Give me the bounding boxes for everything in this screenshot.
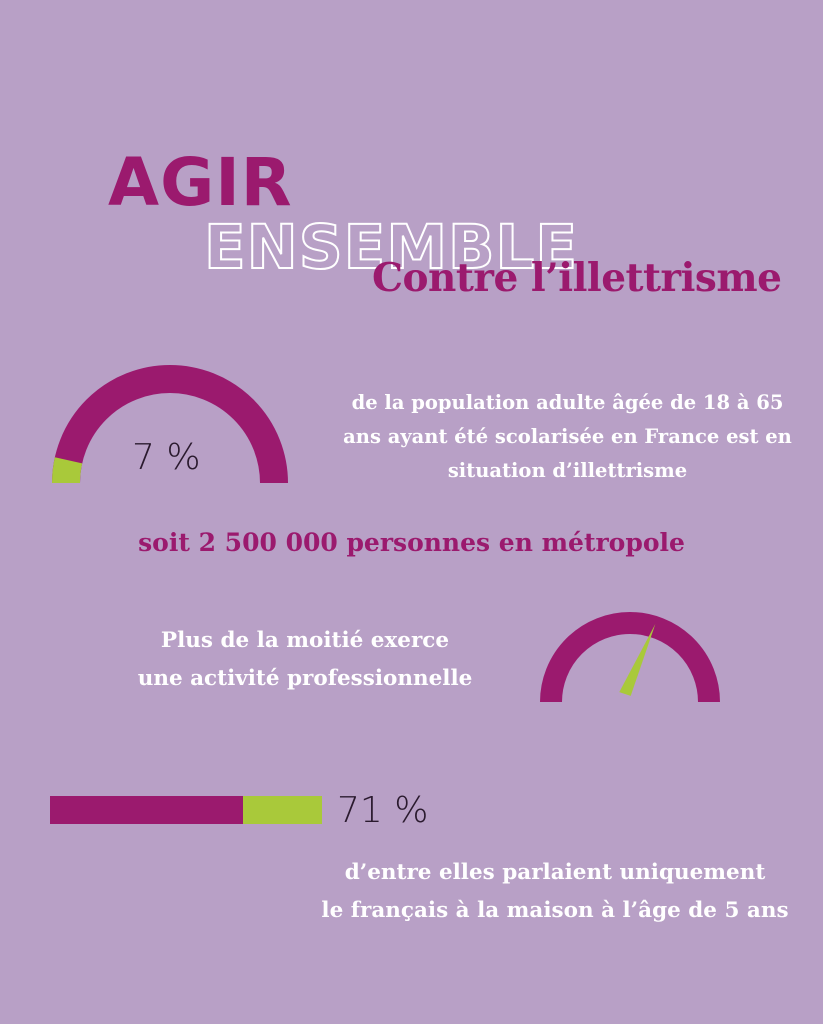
- speedometer-gauge: [540, 612, 720, 703]
- bar-71-fill: [50, 796, 244, 824]
- gauge-7-fill: [52, 457, 83, 484]
- title-agir: AGIR: [108, 144, 293, 221]
- stat-71-percent-label: 71 %: [337, 790, 429, 831]
- stat3-description: d’entre elles parlaient uniquement le fr…: [320, 854, 790, 930]
- stat2-line2: une activité professionnelle: [137, 666, 473, 691]
- stat2-line1: Plus de la moitié exerce: [160, 628, 450, 653]
- gauge-7-track: [52, 365, 288, 484]
- stat3-line1: d’entre elles parlaient uniquement: [344, 860, 766, 885]
- speedometer-arc: [540, 612, 720, 703]
- stat1-description: de la population adulte âgée de 18 à 65 …: [343, 391, 792, 482]
- title-contre-illettrisme: Contre l’illettrisme: [372, 255, 782, 301]
- bar-71-percent: [50, 796, 322, 824]
- stat1-population-subline: soit 2 500 000 personnes en métropole: [138, 528, 685, 557]
- speedometer-needle-icon: [619, 624, 656, 696]
- stat2-description: Plus de la moitié exerce une activité pr…: [110, 622, 500, 698]
- gauge-7-percent: [52, 365, 288, 484]
- title-ensemble-text: ENSEMBLE: [204, 212, 578, 280]
- stat-7-percent-label: 7 %: [132, 437, 201, 478]
- title-ensemble: ENSEMBLE: [200, 205, 580, 284]
- stat3-line2: le français à la maison à l’âge de 5 ans: [321, 898, 789, 923]
